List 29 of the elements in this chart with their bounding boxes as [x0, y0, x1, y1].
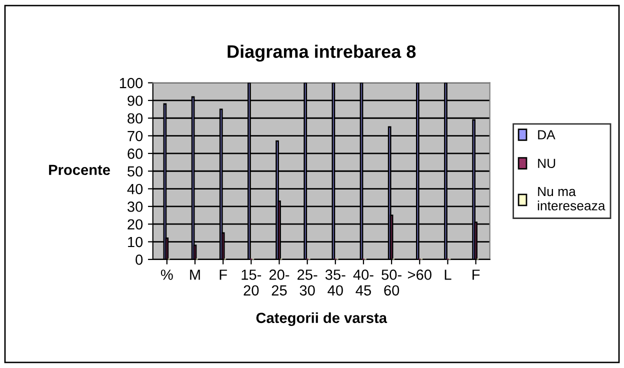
chart-title: Diagrama intrebarea 8 — [228, 44, 416, 62]
y-tick-label: 80 — [128, 113, 143, 124]
y-tick-label: 100 — [120, 78, 143, 88]
y-tick-label: 50 — [128, 166, 143, 177]
x-tick-label: >60 — [408, 270, 432, 280]
x-tick-label: % — [160, 270, 173, 280]
y-tick-label: 40 — [127, 184, 143, 194]
y-tick-label: 60 — [128, 148, 143, 159]
y-tick-label: 70 — [128, 130, 143, 142]
y-tick-label: 90 — [128, 96, 143, 106]
x-tick-label: 25- 30 — [298, 270, 318, 296]
y-tick-label: 30 — [127, 202, 143, 212]
x-tick-label: L — [444, 270, 452, 280]
y-tick-label: 20 — [128, 219, 143, 230]
x-axis-title: Categorii de varsta — [256, 312, 388, 326]
x-tick-label: F — [472, 270, 480, 280]
y-tick-label: 10 — [128, 236, 143, 248]
x-tick-label: M — [190, 270, 200, 280]
x-tick-label: 40- 45 — [353, 270, 374, 296]
x-tick-label: 15- 20 — [242, 270, 262, 296]
y-axis-title: Procente — [49, 164, 110, 176]
y-tick-label: 0 — [136, 254, 143, 265]
legend-label: DA — [538, 130, 556, 140]
x-tick-label: 35- 40 — [325, 270, 346, 296]
x-tick-label: 20- 25 — [269, 270, 290, 296]
x-tick-label: 50- 60 — [382, 270, 402, 296]
legend-label: NU — [538, 158, 556, 168]
legend-label: Nu ma intereseaza — [538, 186, 606, 210]
x-tick-label: F — [220, 270, 227, 280]
